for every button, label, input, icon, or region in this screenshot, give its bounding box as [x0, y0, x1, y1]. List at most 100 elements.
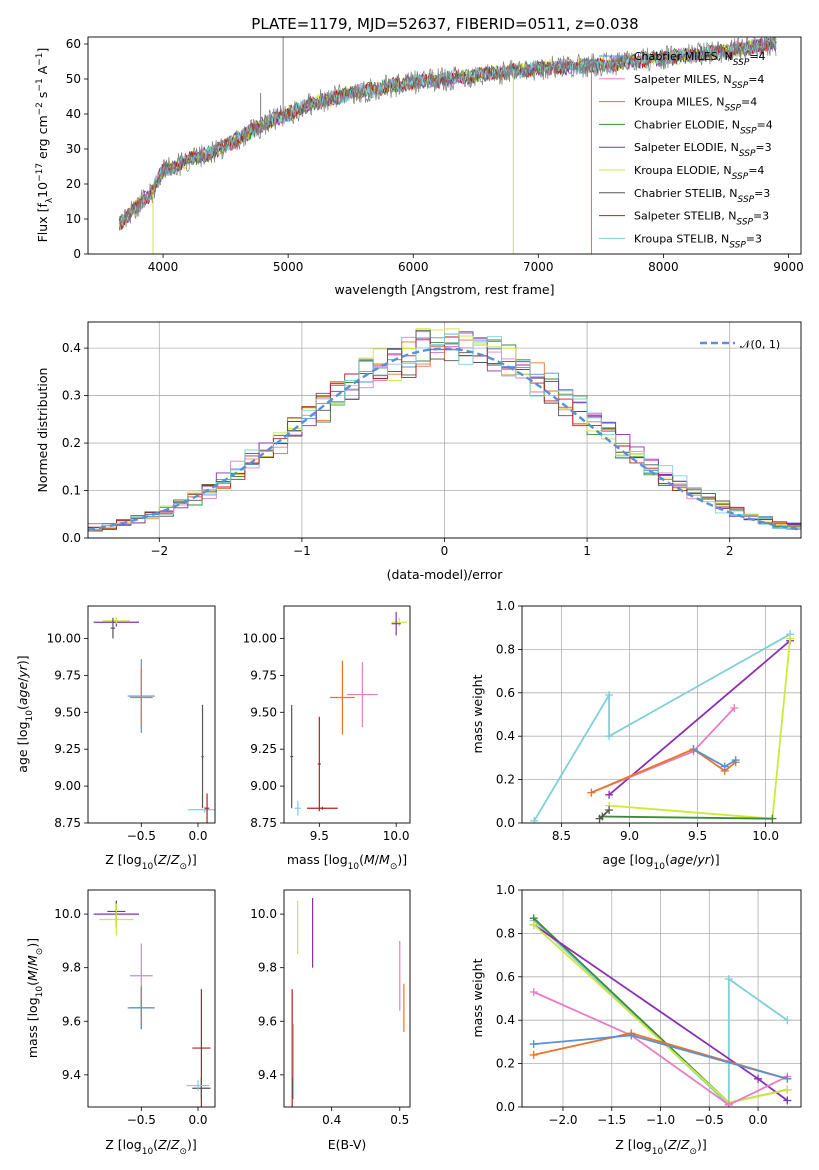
legend-entry: Salpeter ELODIE, NSSP=3 — [634, 141, 772, 159]
series-line-chabrier-stelib — [598, 809, 610, 820]
age-vs-mass-panel: 9.5 10.0 8.75 9.00 9.25 9.50 9.75 10.00 mass [lo… — [243, 605, 411, 872]
plus-marker — [529, 1040, 538, 1049]
legend-entry: Kroupa ELODIE, NSSP=4 — [634, 164, 764, 182]
plus-marker — [783, 1096, 792, 1105]
axes-frame: −0.5 0.0 9.4 9.6 9.8 10.0 — [54, 889, 216, 1127]
y-tick-label: 9.25 — [54, 742, 81, 756]
y-tick-label: 10.0 — [250, 907, 277, 921]
plot-area — [93, 617, 215, 823]
y-tick-label: 0.0 — [62, 531, 81, 545]
legend-entry: Chabrier MILES, NSSP=4 — [634, 50, 766, 68]
y-axis-label: mass weight — [470, 674, 485, 753]
x-tick-label: 9000 — [773, 260, 804, 274]
axes-box — [87, 605, 216, 824]
x-tick-label: −0.5 — [127, 1113, 156, 1127]
plot-area — [118, 37, 777, 254]
y-tick-label: 0.2 — [62, 436, 81, 450]
plus-marker — [605, 690, 614, 699]
axes-frame: 0.4 0.5 9.4 9.6 9.8 10.0 — [250, 889, 411, 1127]
y-tick-label: 9.50 — [250, 705, 277, 719]
y-tick-label: 0.8 — [496, 642, 515, 656]
x-axis-label: E(B-V) — [328, 1137, 367, 1152]
mass-vs-z-panel: −0.5 0.0 9.4 9.6 9.8 10.0 Z [log10(Z/Z⊙)] mass … — [25, 889, 216, 1157]
legend-entry: Kroupa STELIB, NSSP=3 — [634, 232, 762, 250]
y-axis-label: Flux [fλ10−17 erg cm−2 s−1 A−1] — [35, 48, 55, 243]
plus-marker — [529, 920, 538, 929]
x-tick-label: 7000 — [523, 260, 554, 274]
y-tick-label: 0.6 — [496, 970, 515, 984]
x-axis-label: Z [log10(Z/Z⊙)] — [105, 852, 197, 872]
x-tick-label: −1.0 — [646, 1113, 675, 1127]
x-tick-label: 10.0 — [383, 829, 410, 843]
axes-box — [283, 605, 411, 824]
x-tick-label: 8000 — [648, 260, 679, 274]
x-axis-label: mass [log10(M/M⊙)] — [287, 852, 407, 872]
axes-frame: −2.0 −1.5 −1.0 −0.5 0.0 0.0 0.2 0.4 0.6 0.8 1.0 — [496, 883, 802, 1127]
y-tick-label: 9.25 — [250, 742, 277, 756]
plot-area — [290, 611, 407, 816]
y-tick-label: 30 — [66, 142, 81, 156]
legend-entry: 𝒩(0, 1) — [740, 338, 780, 351]
y-tick-label: 9.75 — [54, 668, 81, 682]
y-tick-label: 1.0 — [496, 883, 515, 897]
y-tick-label: 9.8 — [62, 961, 81, 975]
histogram-kroupa-stelib — [88, 333, 801, 529]
plus-marker — [529, 987, 538, 996]
x-axis-label: Z [log10(Z/Z⊙)] — [105, 1137, 197, 1157]
plus-marker — [605, 790, 614, 799]
axes-box — [87, 889, 216, 1108]
legend-entry: Kroupa MILES, NSSP=4 — [634, 96, 757, 114]
age-vs-z-panel: −0.5 0.0 8.75 9.00 9.25 9.50 9.75 10.00 Z [log10… — [15, 605, 216, 872]
plus-marker — [724, 974, 733, 983]
x-tick-label: 9.5 — [310, 829, 329, 843]
plus-marker — [530, 816, 539, 823]
y-tick-label: 8.75 — [54, 816, 81, 830]
y-tick-label: 9.4 — [258, 1068, 277, 1082]
y-tick-label: 10.00 — [47, 631, 81, 645]
histogram-chabrier-stelib — [88, 329, 801, 531]
y-tick-label: 0.2 — [496, 773, 515, 787]
x-tick-label: 0.5 — [390, 1113, 409, 1127]
x-tick-label: −2 — [150, 544, 168, 558]
y-tick-label: 9.00 — [54, 779, 81, 793]
y-axis-label: mass weight — [470, 958, 485, 1037]
y-tick-label: 10.0 — [54, 907, 81, 921]
y-tick-label: 0.1 — [62, 484, 81, 498]
x-axis-label: wavelength [Angstrom, rest frame] — [334, 282, 554, 297]
legend-entry: Chabrier STELIB, NSSP=3 — [634, 187, 770, 205]
axes-frame: 8.5 9.0 9.5 10.0 0.0 0.2 0.4 0.6 0.8 1.0 — [496, 599, 802, 843]
y-tick-label: 0.2 — [496, 1057, 515, 1071]
series-line-chabrier-elodie — [602, 815, 773, 820]
y-tick-label: 20 — [66, 177, 81, 191]
plus-marker — [605, 732, 614, 741]
x-tick-label: 0.0 — [188, 829, 207, 843]
y-tick-label: 9.8 — [258, 961, 277, 975]
residuals-panel: −2 −1 0 1 2 0.0 0.1 0.2 0.3 0.4 𝒩(0, 1) (data-model… — [35, 321, 802, 582]
x-axis-label: age [log10(age/yr)] — [602, 852, 719, 872]
plus-marker — [595, 814, 604, 823]
axes-frame: 4000 5000 6000 7000 8000 9000 0 10 20 30 40 50 60 — [66, 36, 804, 274]
histogram-chabrier-elodie — [88, 339, 801, 530]
x-tick-label: −2.0 — [548, 1113, 577, 1127]
x-tick-label: 10.0 — [752, 829, 779, 843]
y-tick-label: 9.6 — [62, 1014, 81, 1028]
y-axis-label: mass [log10(M/M⊙)] — [25, 938, 45, 1058]
y-tick-label: 10.00 — [243, 631, 277, 645]
x-tick-label: 0.0 — [749, 1113, 768, 1127]
axes-frame: −2 −1 0 1 2 0.0 0.1 0.2 0.3 0.4 — [62, 321, 802, 558]
x-tick-label: 5000 — [273, 260, 304, 274]
y-tick-label: 50 — [66, 72, 81, 86]
axes-frame: 9.5 10.0 8.75 9.00 9.25 9.50 9.75 10.00 — [243, 605, 411, 843]
x-tick-label: 9.5 — [688, 829, 707, 843]
x-tick-label: 0.0 — [188, 1113, 207, 1127]
spectrum-panel: 4000 5000 6000 7000 8000 9000 0 10 20 30 40 50 60 wav… — [35, 36, 804, 297]
y-tick-label: 9.75 — [250, 668, 277, 682]
y-tick-label: 40 — [66, 107, 81, 121]
plus-marker — [724, 1100, 733, 1107]
plus-marker — [587, 788, 596, 797]
x-tick-label: 2 — [726, 544, 734, 558]
y-tick-label: 9.00 — [250, 779, 277, 793]
x-tick-label: −1 — [293, 544, 311, 558]
